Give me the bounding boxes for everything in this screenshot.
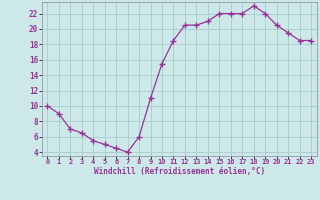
X-axis label: Windchill (Refroidissement éolien,°C): Windchill (Refroidissement éolien,°C) [94,167,265,176]
